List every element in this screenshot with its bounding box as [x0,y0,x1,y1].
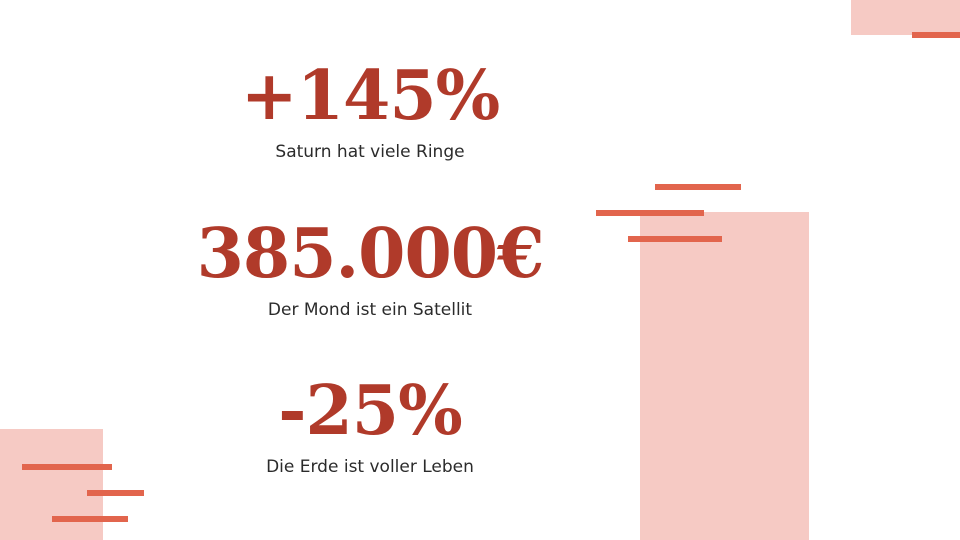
stat-value: +145% [240,56,501,136]
stat-caption: Die Erde ist voller Leben [266,457,474,477]
stat-block-3: -25% Die Erde ist voller Leben [130,377,610,477]
deco-line-left-1 [22,464,112,470]
deco-line-right-1 [655,184,741,190]
deco-panel-right [640,212,809,540]
deco-panel-bottom-left [0,429,103,540]
deco-line-right-3 [628,236,722,242]
stat-caption: Saturn hat viele Ringe [275,142,465,162]
deco-line-right-2 [596,210,704,216]
stat-caption: Der Mond ist ein Satellit [267,300,473,320]
deco-panel-top-right [851,0,960,35]
stat-value: -25% [278,371,462,451]
deco-line-left-3 [52,516,128,522]
stat-block-2: 385.000€ Der Mond ist ein Satellit [130,220,610,320]
deco-line-top-right [912,32,960,38]
stat-value: 385.000€ [196,214,545,294]
stat-block-1: +145% Saturn hat viele Ringe [130,62,610,162]
deco-line-left-2 [87,490,144,496]
